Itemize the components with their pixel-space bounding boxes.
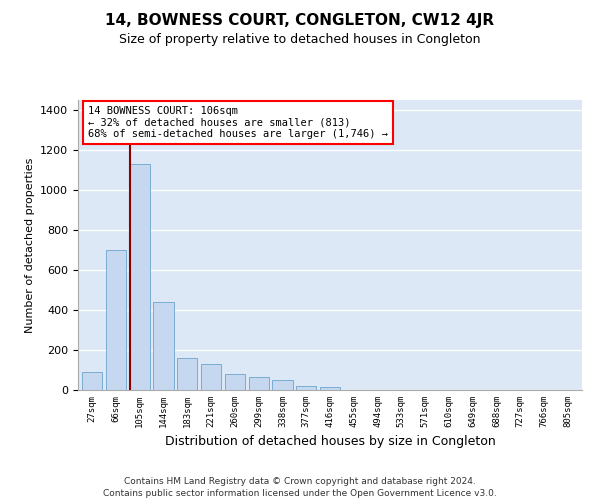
Text: 14 BOWNESS COURT: 106sqm
← 32% of detached houses are smaller (813)
68% of semi-: 14 BOWNESS COURT: 106sqm ← 32% of detach… — [88, 106, 388, 139]
Text: Contains HM Land Registry data © Crown copyright and database right 2024.: Contains HM Land Registry data © Crown c… — [124, 478, 476, 486]
Bar — [272, 380, 293, 390]
Bar — [82, 372, 103, 390]
Bar — [177, 358, 197, 390]
Text: 14, BOWNESS COURT, CONGLETON, CW12 4JR: 14, BOWNESS COURT, CONGLETON, CW12 4JR — [106, 12, 494, 28]
Bar — [201, 364, 221, 390]
Bar — [106, 250, 126, 390]
Text: Distribution of detached houses by size in Congleton: Distribution of detached houses by size … — [164, 435, 496, 448]
Y-axis label: Number of detached properties: Number of detached properties — [25, 158, 35, 332]
Bar — [248, 377, 269, 390]
Bar — [154, 302, 173, 390]
Text: Contains public sector information licensed under the Open Government Licence v3: Contains public sector information licen… — [103, 489, 497, 498]
Bar — [296, 386, 316, 390]
Bar — [225, 374, 245, 390]
Bar — [320, 387, 340, 390]
Bar — [130, 164, 150, 390]
Text: Size of property relative to detached houses in Congleton: Size of property relative to detached ho… — [119, 32, 481, 46]
